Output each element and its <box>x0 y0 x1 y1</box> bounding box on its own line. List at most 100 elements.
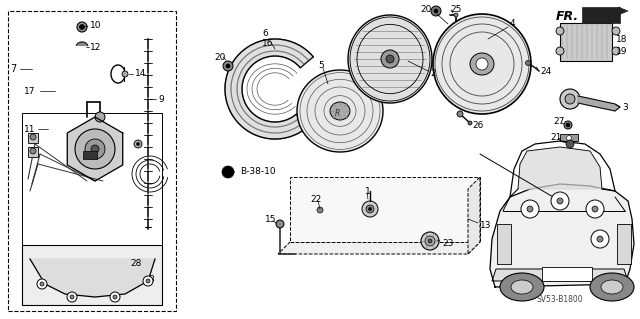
Circle shape <box>146 279 150 283</box>
Circle shape <box>75 129 115 169</box>
Polygon shape <box>278 242 480 254</box>
Circle shape <box>143 276 153 286</box>
Text: FR.: FR. <box>556 11 579 24</box>
Circle shape <box>557 198 563 204</box>
Circle shape <box>67 292 77 302</box>
Bar <box>542 267 592 281</box>
Text: SV53-B1800: SV53-B1800 <box>537 294 583 303</box>
Text: 11: 11 <box>24 124 35 133</box>
Polygon shape <box>290 177 480 242</box>
Circle shape <box>421 232 439 250</box>
Circle shape <box>434 9 438 13</box>
Ellipse shape <box>348 15 432 103</box>
Text: 15: 15 <box>265 214 276 224</box>
Circle shape <box>566 136 572 140</box>
Circle shape <box>612 27 620 35</box>
Circle shape <box>521 200 539 218</box>
Text: 24: 24 <box>540 66 551 76</box>
Ellipse shape <box>433 14 531 114</box>
Bar <box>582 7 620 23</box>
Polygon shape <box>30 259 155 297</box>
Circle shape <box>122 71 128 77</box>
Circle shape <box>476 58 488 70</box>
Text: 4: 4 <box>510 19 516 28</box>
Circle shape <box>386 55 394 63</box>
Circle shape <box>37 279 47 289</box>
Circle shape <box>565 94 575 104</box>
Polygon shape <box>67 117 123 181</box>
Text: 13: 13 <box>480 220 492 229</box>
Circle shape <box>556 27 564 35</box>
Circle shape <box>586 200 604 218</box>
Text: 3: 3 <box>622 102 628 112</box>
Circle shape <box>551 192 569 210</box>
Circle shape <box>79 25 84 29</box>
Text: 21: 21 <box>550 133 561 143</box>
Bar <box>22 245 162 305</box>
Circle shape <box>560 89 580 109</box>
Circle shape <box>597 236 603 242</box>
Polygon shape <box>76 42 88 46</box>
Bar <box>8 11 176 311</box>
Ellipse shape <box>381 50 399 68</box>
Circle shape <box>317 207 323 213</box>
Text: 7: 7 <box>10 64 16 74</box>
Text: 23: 23 <box>442 239 453 248</box>
Circle shape <box>91 145 99 153</box>
Ellipse shape <box>330 102 350 120</box>
Text: 20: 20 <box>214 53 225 62</box>
Circle shape <box>223 61 233 71</box>
Circle shape <box>95 112 105 122</box>
Text: 2: 2 <box>430 69 436 78</box>
Text: 27: 27 <box>553 117 564 127</box>
Text: 10: 10 <box>90 21 102 31</box>
Circle shape <box>362 201 378 217</box>
Polygon shape <box>490 184 634 287</box>
Text: B-38-10: B-38-10 <box>240 167 276 176</box>
Text: R: R <box>334 108 340 117</box>
Circle shape <box>431 6 441 16</box>
Bar <box>83 151 97 159</box>
Circle shape <box>222 166 234 178</box>
Circle shape <box>226 64 230 68</box>
Text: 20: 20 <box>420 4 431 13</box>
Circle shape <box>592 206 598 212</box>
Polygon shape <box>518 147 602 189</box>
Text: 8: 8 <box>148 275 154 284</box>
Circle shape <box>564 121 572 129</box>
Ellipse shape <box>297 70 383 152</box>
Text: 19: 19 <box>616 47 627 56</box>
Circle shape <box>136 143 140 145</box>
Text: 12: 12 <box>90 42 101 51</box>
Text: 5: 5 <box>318 62 324 70</box>
Circle shape <box>425 236 435 246</box>
Text: 26: 26 <box>472 122 483 130</box>
Circle shape <box>30 148 36 154</box>
Ellipse shape <box>511 280 533 294</box>
Text: 14: 14 <box>135 70 147 78</box>
Circle shape <box>556 47 564 55</box>
Polygon shape <box>492 269 628 281</box>
Circle shape <box>454 13 458 17</box>
Circle shape <box>77 22 87 32</box>
Text: 9: 9 <box>158 94 164 103</box>
Bar <box>497 224 511 264</box>
Text: 18: 18 <box>616 34 627 43</box>
Text: 16: 16 <box>262 40 273 48</box>
Text: 22: 22 <box>310 195 321 204</box>
Circle shape <box>566 123 570 127</box>
Circle shape <box>566 140 574 148</box>
Circle shape <box>369 207 371 211</box>
Ellipse shape <box>601 280 623 294</box>
Bar <box>22 113 162 305</box>
Polygon shape <box>578 96 620 111</box>
Text: 28: 28 <box>130 258 141 268</box>
Circle shape <box>468 121 472 125</box>
Ellipse shape <box>590 273 634 301</box>
Ellipse shape <box>500 273 544 301</box>
Bar <box>560 23 612 61</box>
Circle shape <box>113 295 117 299</box>
Circle shape <box>525 61 531 65</box>
Bar <box>560 134 578 141</box>
Bar <box>617 224 631 264</box>
